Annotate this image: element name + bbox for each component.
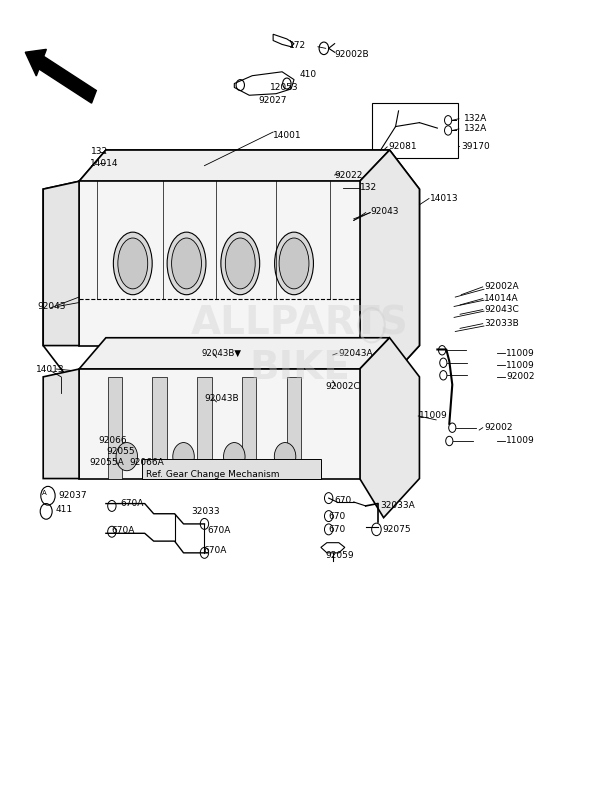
Text: 92043C: 92043C (484, 305, 518, 314)
Text: 14014A: 14014A (484, 294, 518, 303)
Text: 92002C: 92002C (325, 382, 360, 391)
Polygon shape (79, 369, 360, 479)
Circle shape (446, 436, 453, 446)
Text: 11009: 11009 (419, 411, 448, 421)
Text: Ref. Gear Change Mechanism: Ref. Gear Change Mechanism (146, 470, 280, 479)
Text: 92022: 92022 (335, 170, 363, 180)
Text: 39170: 39170 (461, 141, 490, 151)
Text: 172: 172 (289, 42, 306, 50)
Text: 11009: 11009 (506, 360, 535, 370)
Text: 132: 132 (360, 183, 377, 192)
Text: 92037: 92037 (58, 491, 87, 500)
Circle shape (449, 423, 456, 433)
Bar (142, 459, 321, 479)
Text: 92066A: 92066A (130, 458, 164, 467)
Text: 92081: 92081 (388, 142, 417, 152)
Bar (242, 377, 256, 479)
Text: 92027: 92027 (258, 97, 287, 105)
Polygon shape (43, 369, 79, 479)
Ellipse shape (275, 232, 313, 294)
Polygon shape (43, 181, 79, 345)
Circle shape (107, 526, 116, 537)
Circle shape (173, 443, 194, 471)
FancyArrow shape (25, 49, 97, 103)
Circle shape (41, 487, 55, 505)
Text: 32033B: 32033B (484, 319, 518, 328)
Text: 92002: 92002 (484, 423, 512, 433)
Polygon shape (79, 181, 360, 345)
Circle shape (440, 358, 447, 367)
Text: 92002B: 92002B (335, 50, 369, 59)
Text: 32033: 32033 (191, 507, 220, 516)
Text: 92055: 92055 (106, 447, 134, 456)
Text: 92055A: 92055A (90, 458, 125, 467)
Circle shape (200, 547, 209, 558)
Polygon shape (360, 338, 419, 517)
Circle shape (116, 443, 137, 471)
Circle shape (325, 524, 333, 535)
Text: 14014: 14014 (90, 159, 118, 168)
Circle shape (325, 510, 333, 521)
Text: 12053: 12053 (270, 83, 299, 92)
Text: 670: 670 (329, 525, 346, 534)
Circle shape (224, 443, 245, 471)
Text: 670: 670 (329, 512, 346, 520)
Text: A: A (42, 490, 47, 495)
Text: 32033A: 32033A (380, 502, 415, 510)
Ellipse shape (221, 232, 260, 294)
Bar (371, 103, 458, 158)
Text: 132A: 132A (464, 115, 487, 123)
Text: 132A: 132A (464, 124, 487, 133)
Text: 670A: 670A (208, 527, 231, 535)
Circle shape (274, 443, 296, 471)
Bar (287, 377, 301, 479)
Text: 670A: 670A (121, 499, 144, 508)
Ellipse shape (167, 232, 206, 294)
Text: 92002: 92002 (506, 372, 535, 382)
Text: 14001: 14001 (273, 131, 302, 141)
Text: 92043B: 92043B (205, 394, 239, 403)
Text: 670: 670 (335, 496, 352, 505)
Ellipse shape (172, 238, 202, 289)
Text: 92043: 92043 (37, 302, 66, 311)
Text: 92043B▼: 92043B▼ (202, 349, 241, 358)
Circle shape (107, 501, 116, 511)
Text: 14013: 14013 (36, 364, 65, 374)
Text: 411: 411 (55, 506, 72, 514)
Text: 11009: 11009 (506, 436, 535, 446)
Text: 11009: 11009 (506, 349, 535, 358)
Ellipse shape (113, 232, 152, 294)
Circle shape (200, 518, 209, 529)
Text: 670A: 670A (112, 527, 135, 535)
Text: 14013: 14013 (430, 194, 459, 203)
Circle shape (439, 345, 446, 355)
Text: 92043: 92043 (370, 206, 399, 216)
Bar (152, 377, 167, 479)
Text: 92059: 92059 (325, 551, 354, 560)
Polygon shape (79, 150, 389, 181)
Text: ALLPARTS
BIKE: ALLPARTS BIKE (191, 305, 409, 386)
Ellipse shape (118, 238, 148, 289)
Circle shape (440, 371, 447, 380)
Text: 92043A: 92043A (339, 349, 373, 358)
Text: 670A: 670A (203, 546, 227, 555)
Text: 92075: 92075 (382, 525, 411, 534)
Text: 132: 132 (91, 147, 108, 156)
Bar (107, 377, 122, 479)
Polygon shape (79, 338, 389, 369)
Circle shape (325, 493, 333, 503)
Polygon shape (360, 150, 419, 385)
Ellipse shape (226, 238, 255, 289)
Ellipse shape (279, 238, 309, 289)
Bar (197, 377, 212, 479)
Text: 92066: 92066 (98, 436, 127, 446)
Text: 92002A: 92002A (484, 283, 518, 291)
Text: 410: 410 (300, 70, 317, 78)
